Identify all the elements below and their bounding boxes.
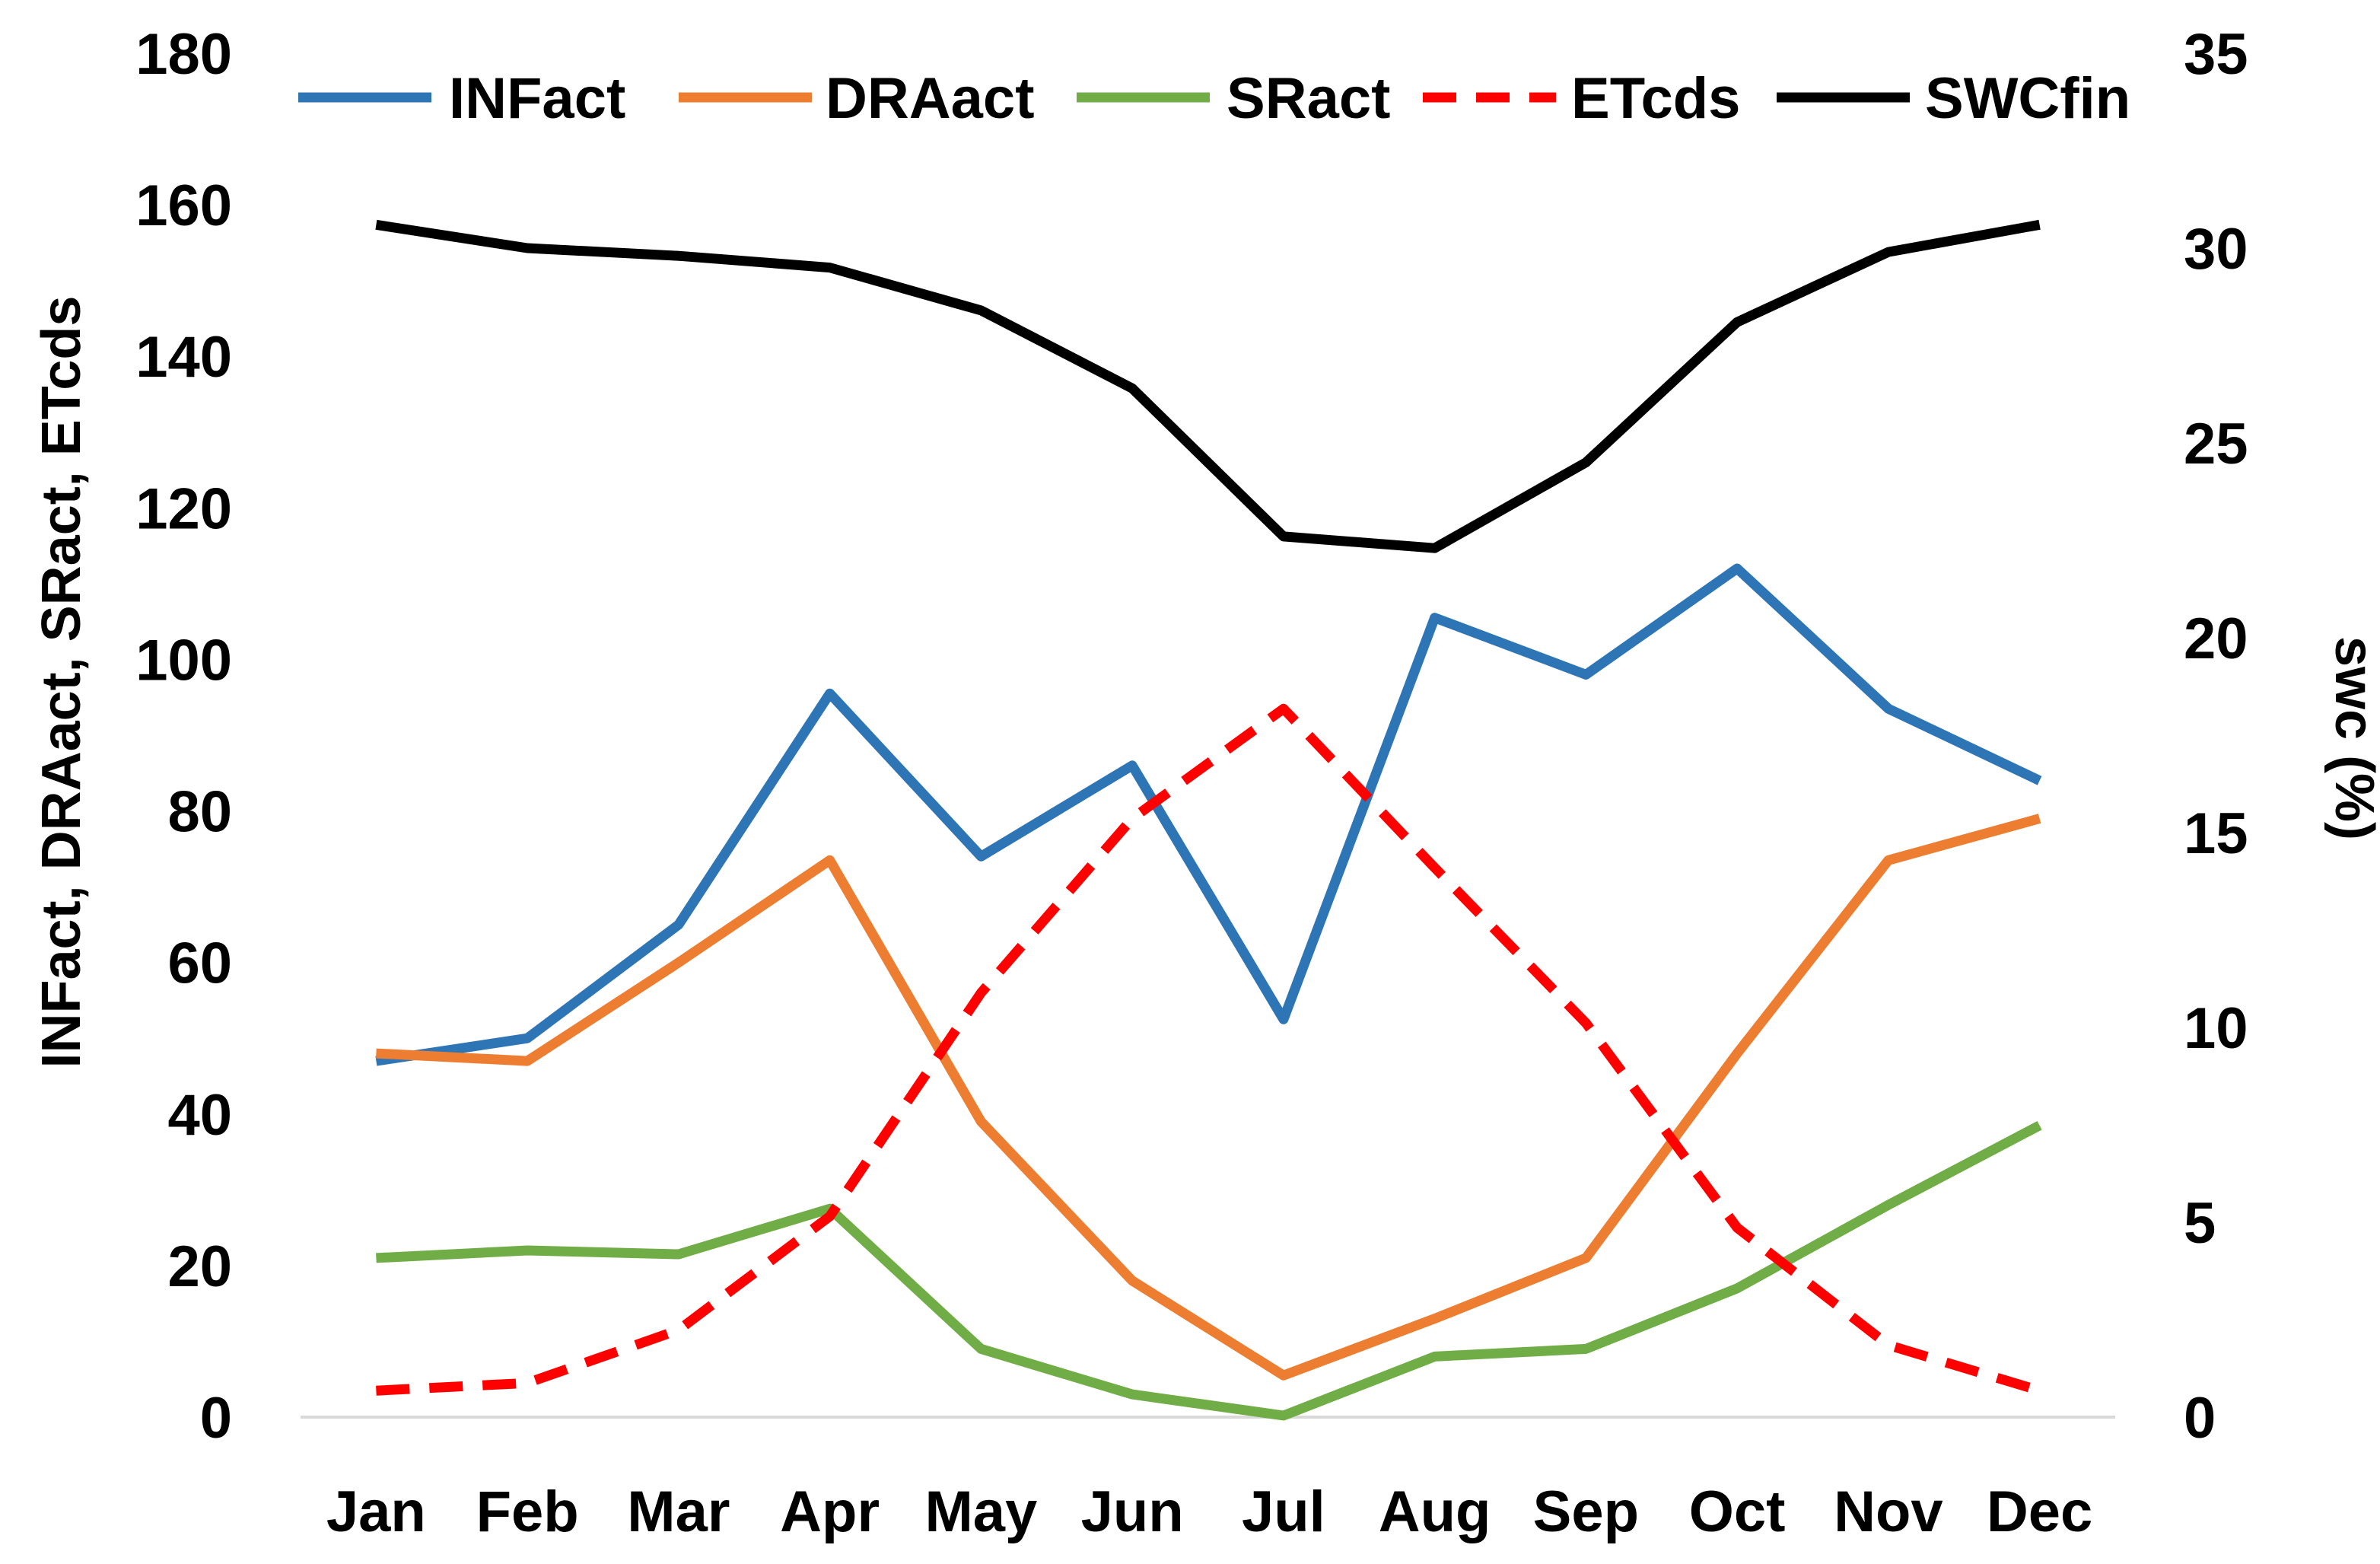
legend-item-etcds: ETcds [1423, 66, 1740, 131]
left-y-tick-label: 80 [167, 780, 232, 845]
x-tick-label: Jan [326, 1480, 426, 1544]
left-y-tick-label: 180 [135, 22, 232, 87]
series-line-infact [375, 563, 2042, 1066]
legend-label: SRact [1227, 66, 1390, 131]
legend-item-infact: INFact [298, 66, 625, 131]
x-tick-label: Feb [476, 1480, 579, 1544]
series-lines [375, 219, 2042, 1421]
right-y-tick-label: 15 [2184, 801, 2248, 866]
left-y-tick-label: 60 [167, 932, 232, 996]
left-y-tick-label: 140 [135, 325, 232, 390]
x-tick-label: Aug [1379, 1480, 1491, 1544]
legend-label: INFact [449, 66, 625, 131]
left-y-axis-title: INFact, DRAact, SRact, ETcds [31, 296, 92, 1069]
series-line-draact [376, 814, 2041, 1381]
right-y-axis-title: swc (%) [2324, 636, 2380, 840]
series-line-sract [376, 1120, 2042, 1421]
x-tick-label: Nov [1834, 1480, 1943, 1544]
x-tick-label: Sep [1533, 1480, 1639, 1544]
right-y-tick-label: 0 [2184, 1386, 2216, 1451]
left-y-tick-label: 160 [135, 174, 232, 238]
legend-item-draact: DRAact [679, 66, 1035, 131]
right-y-tick-label: 5 [2184, 1191, 2216, 1256]
x-tick-label: Oct [1689, 1480, 1786, 1544]
right-y-tick-label: 20 [2184, 607, 2248, 671]
x-tick-label: May [924, 1480, 1037, 1544]
series-line-etcds [376, 703, 2041, 1396]
x-tick-label: Apr [780, 1480, 880, 1544]
legend: INFact DRAact SRact ETcds SWCfin [298, 66, 2130, 131]
right-y-tick-label: 35 [2184, 22, 2248, 87]
right-y-tick-label: 25 [2184, 412, 2248, 476]
x-tick-label: Jun [1081, 1480, 1184, 1544]
x-tick-label: Jul [1242, 1480, 1325, 1544]
x-tick-label: Mar [627, 1480, 730, 1544]
left-y-tick-label: 100 [135, 628, 232, 693]
left-y-tick-label: 0 [200, 1386, 232, 1451]
x-axis-ticks: Jan Feb Mar Apr May Jun Jul Aug Sep Oct Nov Dec [326, 1480, 2092, 1544]
legend-label: SWCfin [1925, 66, 2130, 131]
right-y-tick-label: 30 [2184, 217, 2248, 282]
right-y-axis-ticks: 0 5 10 15 20 25 30 35 [2184, 22, 2248, 1451]
left-y-axis-ticks: 0 20 40 60 80 100 120 140 160 180 [135, 22, 232, 1451]
left-y-tick-label: 40 [167, 1083, 232, 1148]
series-line-swcfin [375, 219, 2041, 553]
x-tick-label: Dec [1987, 1480, 2092, 1544]
right-y-tick-label: 10 [2184, 996, 2248, 1061]
left-y-tick-label: 120 [135, 476, 232, 541]
legend-label: DRAact [826, 66, 1035, 131]
legend-label: ETcds [1571, 66, 1740, 131]
left-y-tick-label: 20 [167, 1234, 232, 1299]
legend-item-sract: SRact [1077, 66, 1390, 131]
legend-item-swcfin: SWCfin [1777, 66, 2130, 131]
